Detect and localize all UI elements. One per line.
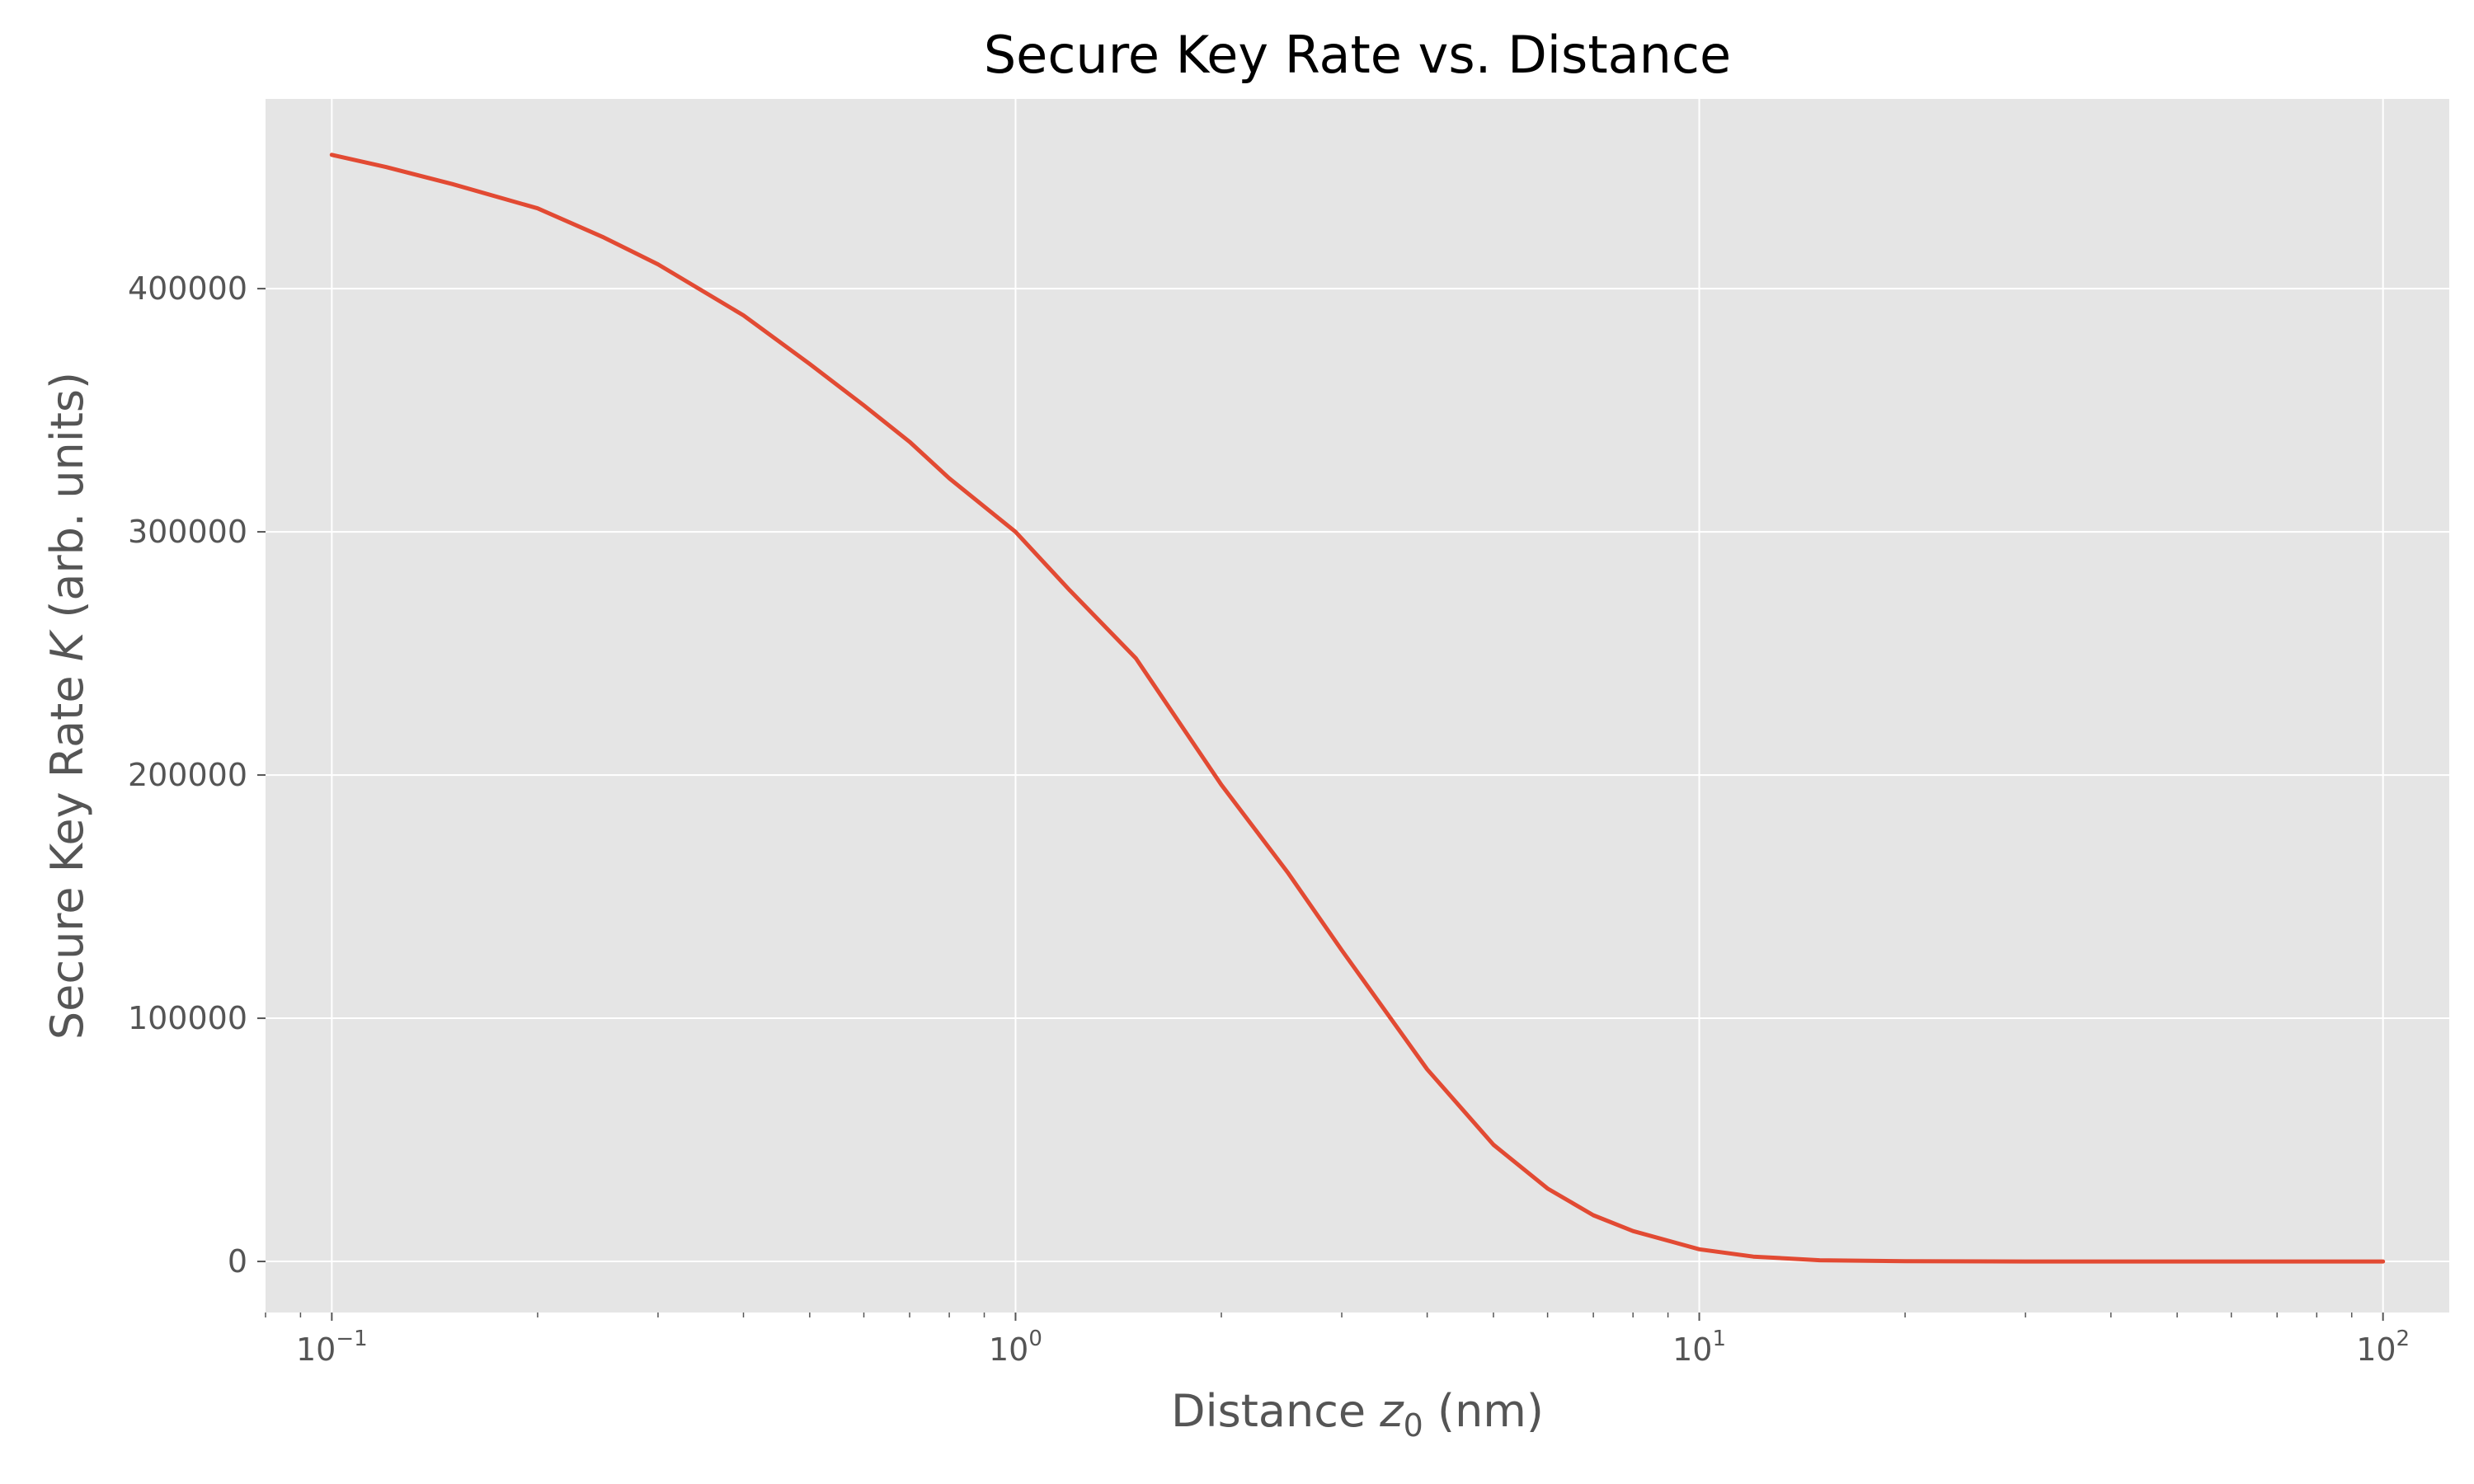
y-tick-label: 200000 <box>128 757 247 793</box>
x-axis-label-sub: 0 <box>1404 1407 1423 1444</box>
x-tick-base: 10 <box>1672 1331 1712 1368</box>
x-tick-base: 10 <box>2356 1331 2396 1368</box>
x-tick-exponent: 1 <box>1712 1327 1726 1351</box>
x-axis-label-prefix: Distance <box>1171 1385 1380 1437</box>
x-tick-label: 100 <box>989 1327 1042 1368</box>
series-layer <box>329 153 2386 1264</box>
chart-title: Secure Key Rate vs. Distance <box>984 25 1731 85</box>
x-axis-label-suffix: (nm) <box>1423 1385 1544 1437</box>
plot-area <box>266 99 2449 1313</box>
x-tick-exponent: 2 <box>2396 1327 2411 1351</box>
y-tick-label: 0 <box>228 1243 247 1280</box>
x-tick-base: 10 <box>296 1331 336 1368</box>
y-axis-label-prefix: Secure Key Rate <box>41 661 93 1040</box>
series-line <box>329 153 2386 1264</box>
x-tick-label: 102 <box>2356 1327 2410 1368</box>
x-tick-base: 10 <box>989 1331 1028 1368</box>
x-tick-label: 10−1 <box>296 1327 368 1368</box>
x-tick-exponent: 0 <box>1028 1327 1042 1351</box>
grid-lines <box>257 99 2449 1321</box>
x-axis-label-var: z <box>1379 1385 1404 1437</box>
y-tick-label: 100000 <box>128 1000 247 1036</box>
y-axis-label-suffix: (arb. units) <box>41 372 93 632</box>
x-axis-label: Distance z0 (nm) <box>1171 1385 1544 1444</box>
y-tick-label: 400000 <box>128 270 247 307</box>
y-axis-label-var: K <box>41 629 93 661</box>
minor-ticks <box>265 1313 2353 1317</box>
y-axis-label: Secure Key Rate K (arb. units) <box>41 372 93 1040</box>
x-tick-label: 101 <box>1672 1327 1726 1368</box>
x-tick-exponent: −1 <box>336 1327 367 1351</box>
y-tick-label: 300000 <box>128 514 247 550</box>
